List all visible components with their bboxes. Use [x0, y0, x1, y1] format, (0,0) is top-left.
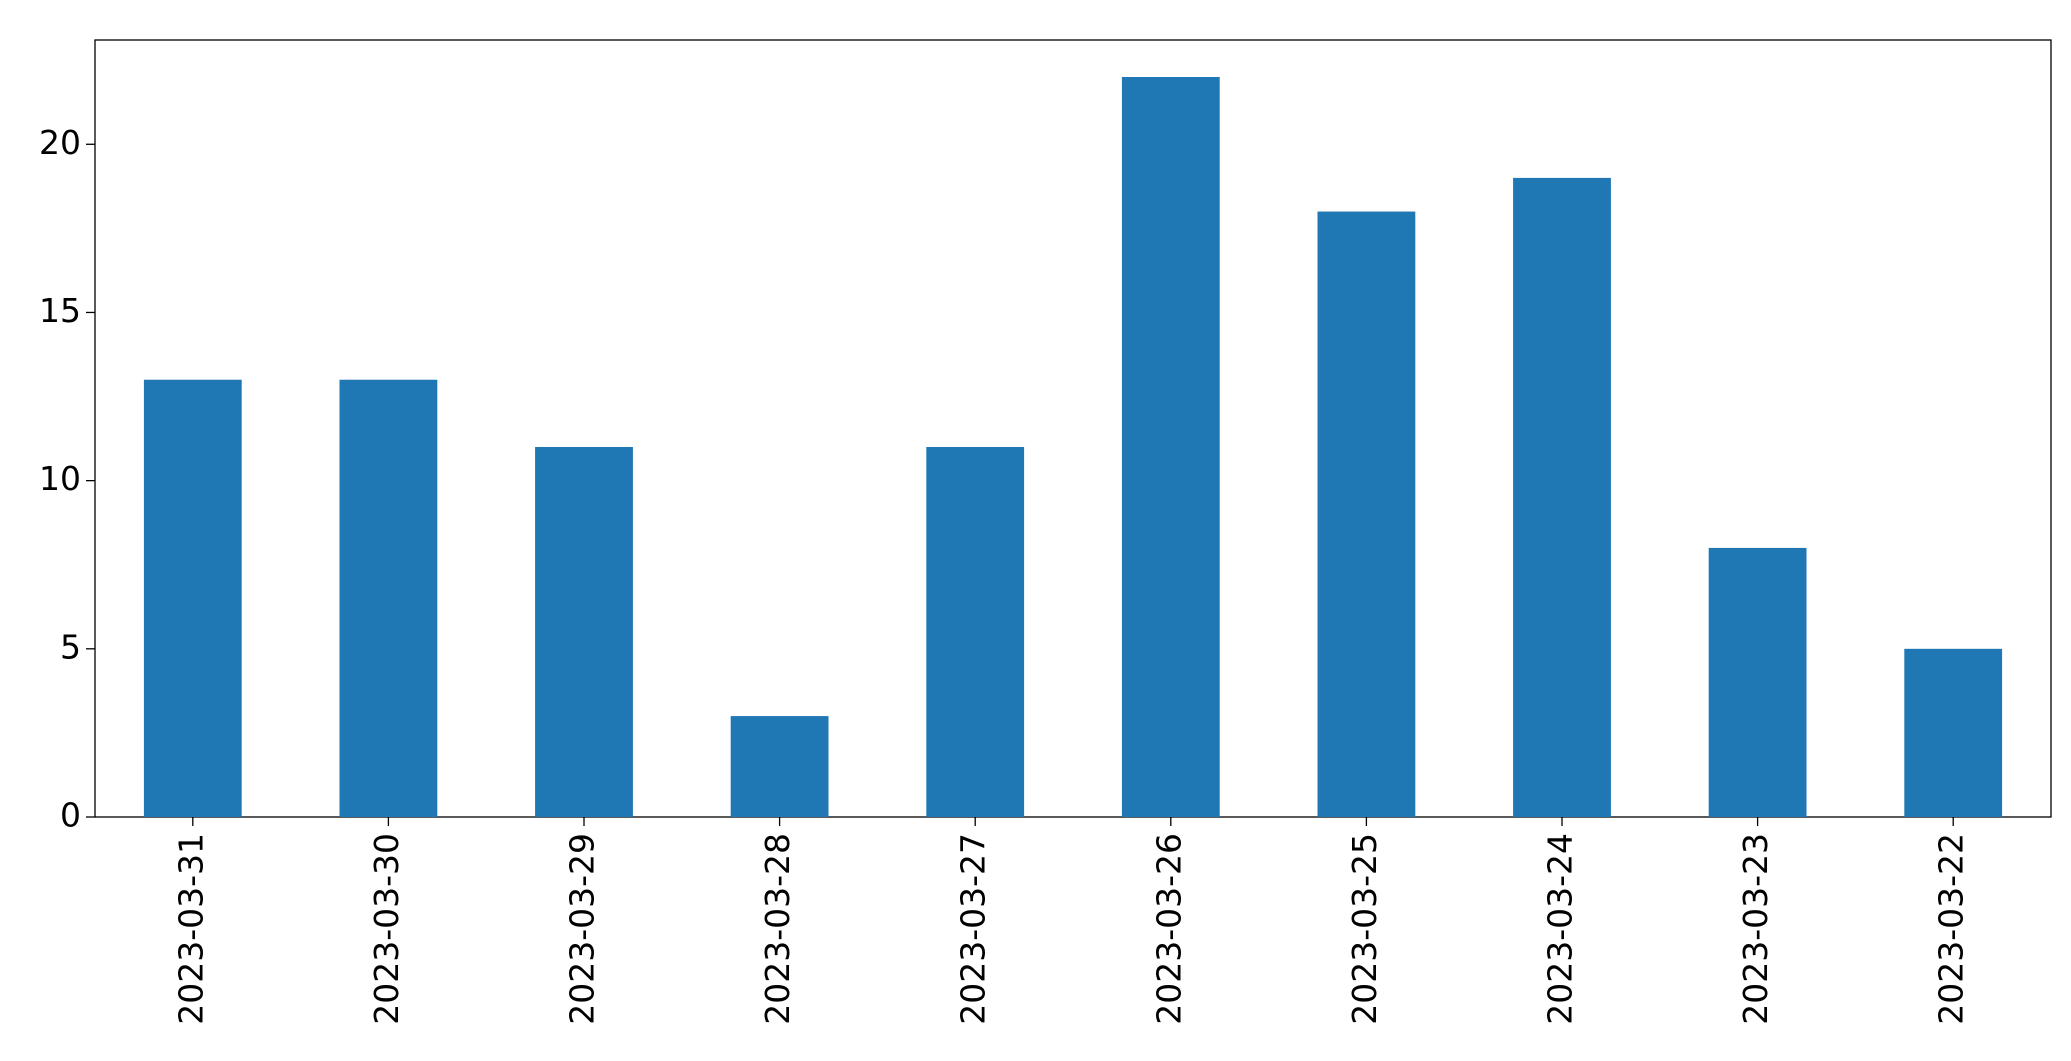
- x-tick-label: 2023-03-26: [1149, 833, 1188, 1025]
- bar: [339, 379, 438, 817]
- x-tick-label: 2023-03-28: [758, 833, 797, 1025]
- bar: [1121, 77, 1220, 817]
- x-tick-label: 2023-03-31: [171, 833, 210, 1025]
- bar: [926, 447, 1025, 817]
- x-tick-label: 2023-03-27: [954, 833, 993, 1025]
- bar: [535, 447, 633, 817]
- bar: [1317, 211, 1416, 817]
- x-tick-label: 2023-03-25: [1345, 833, 1384, 1025]
- y-tick-label: 0: [60, 796, 81, 835]
- y-tick-label: 20: [39, 123, 81, 162]
- y-tick-label: 5: [60, 627, 81, 666]
- y-tick-label: 15: [39, 291, 81, 330]
- x-tick-label: 2023-03-29: [563, 833, 602, 1025]
- bar: [730, 716, 829, 817]
- bar: [1904, 648, 2003, 817]
- x-tick-label: 2023-03-23: [1736, 833, 1775, 1025]
- plot-frame: [94, 39, 2052, 818]
- bar: [1708, 547, 1807, 817]
- x-tick-label: 2023-03-24: [1541, 833, 1580, 1025]
- x-tick-label: 2023-03-22: [1932, 833, 1971, 1025]
- bar: [143, 379, 242, 817]
- bar: [1513, 177, 1611, 818]
- x-tick-label: 2023-03-30: [367, 833, 406, 1025]
- y-tick-label: 10: [39, 459, 81, 498]
